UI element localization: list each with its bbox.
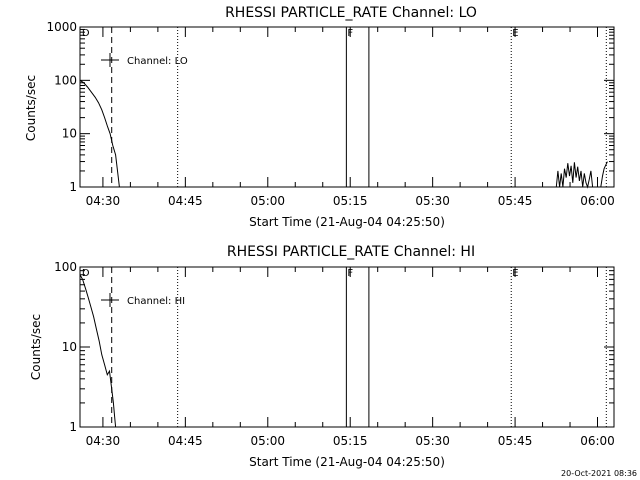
panel-hi-plot: 1 10 100 04:30 04:45 05:00 05:15 05:30 05:45 06:0… xyxy=(54,260,615,448)
series-line-2 xyxy=(600,161,608,188)
legend-label: Channel: HI xyxy=(127,296,185,307)
panel-hi: RHESSI PARTICLE_RATE Channel: HI Start T… xyxy=(29,244,615,469)
x-tick-label: 05:45 xyxy=(498,434,533,448)
panel-lo-ylabel: Counts/sec xyxy=(24,75,38,141)
x-tick-label: 05:00 xyxy=(250,434,285,448)
x-tick-label: 05:45 xyxy=(498,194,533,208)
y-tick-label: 100 xyxy=(54,260,77,274)
series-line-0 xyxy=(79,79,120,188)
x-tick-label: 05:15 xyxy=(333,434,368,448)
marker-label-e: E xyxy=(512,268,518,279)
marker-label-d: D xyxy=(82,268,90,279)
panel-hi-ylabel: Counts/sec xyxy=(29,314,43,380)
x-tick-label: 04:30 xyxy=(86,434,121,448)
marker-label-e: E xyxy=(512,28,518,39)
panel-hi-xlabel: Start Time (21-Aug-04 04:25:50) xyxy=(249,455,445,469)
y-tick-label: 1 xyxy=(69,420,77,434)
x-tick-label: 05:00 xyxy=(250,194,285,208)
x-tick-label: 06:00 xyxy=(580,194,615,208)
panel-lo-plot: 1 10 100 1000 04:30 04:45 05:00 05:15 05:30 05:45… xyxy=(46,20,614,208)
x-tick-label: 04:45 xyxy=(168,194,203,208)
series-line-1 xyxy=(555,162,594,189)
y-tick-label: 10 xyxy=(62,340,77,354)
x-tick-label: 04:45 xyxy=(168,434,203,448)
panel-lo: RHESSI PARTICLE_RATE Channel: LO Start T… xyxy=(24,5,615,229)
y-tick-label: 10 xyxy=(62,127,77,141)
x-tick-label: 05:15 xyxy=(333,194,368,208)
legend-label: Channel: LO xyxy=(127,56,188,67)
y-tick-label: 1 xyxy=(69,180,77,194)
plot-frame xyxy=(79,26,615,188)
panel-hi-title: RHESSI PARTICLE_RATE Channel: HI xyxy=(227,244,475,260)
x-tick-label: 06:00 xyxy=(580,434,615,448)
x-tick-label: 05:30 xyxy=(415,434,450,448)
plot-frame xyxy=(79,266,615,428)
marker-label-d: D xyxy=(82,28,90,39)
panel-lo-title: RHESSI PARTICLE_RATE Channel: LO xyxy=(225,5,477,21)
series-line-0 xyxy=(79,274,117,428)
x-tick-label: 04:30 xyxy=(86,194,121,208)
marker-label-f: F xyxy=(347,268,353,279)
x-tick-label: 05:30 xyxy=(415,194,450,208)
footer-timestamp: 20-Oct-2021 08:36 xyxy=(561,469,637,478)
y-tick-label: 1000 xyxy=(46,20,77,34)
marker-label-f: F xyxy=(347,28,353,39)
panel-lo-xlabel: Start Time (21-Aug-04 04:25:50) xyxy=(249,215,445,229)
y-tick-label: 100 xyxy=(54,73,77,87)
